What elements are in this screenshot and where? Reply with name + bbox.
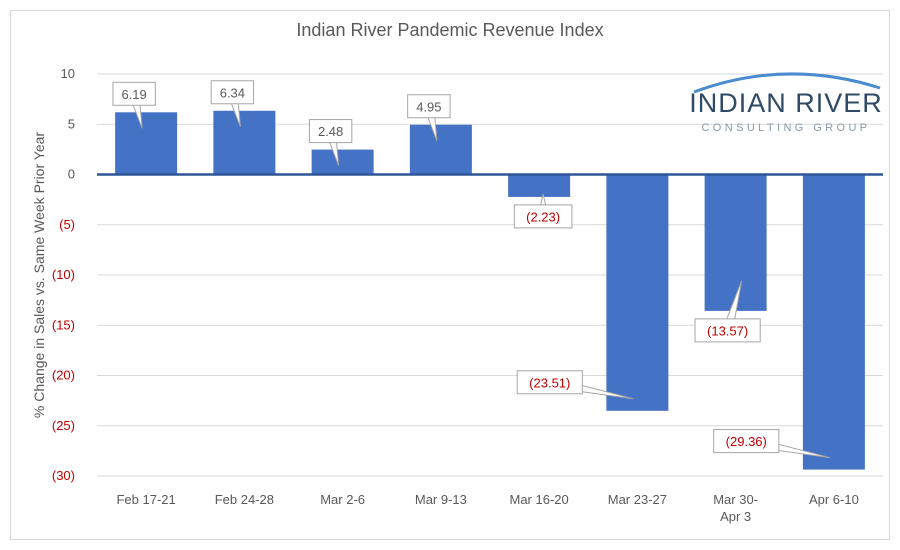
data-label-box [407,94,451,119]
y-tick-label: (5) [59,217,75,232]
data-label: 2.48 [318,124,343,139]
data-label-box [308,119,353,144]
x-tick-label: Mar 23-27 [608,492,667,507]
data-label-box [694,318,761,343]
logo-name: INDIAN RIVER [689,88,883,118]
chart-title: Indian River Pandemic Revenue Index [296,20,604,40]
data-label: 4.95 [416,99,441,114]
logo-arc-icon [693,72,881,94]
bar [704,174,767,311]
x-tick-label: Apr 3 [720,509,751,524]
data-label-box [713,429,780,454]
y-tick-label: (10) [52,267,75,282]
bar [802,174,865,470]
data-label: 6.19 [121,87,146,102]
bar [213,110,276,175]
x-tick-label: Apr 6-10 [809,492,859,507]
indian-river-logo: INDIAN RIVER CONSULTING GROUP [688,66,884,140]
y-tick-label: (30) [52,468,75,483]
data-label: (13.57) [707,323,748,338]
data-label: (2.23) [526,209,560,224]
x-tick-label: Mar 16-20 [510,492,569,507]
bar [115,112,178,175]
data-label-box [210,80,255,105]
y-tick-label: 0 [68,167,75,182]
bar [508,174,571,197]
data-label-box [516,370,583,395]
bar [409,124,472,175]
data-label: (29.36) [726,434,767,449]
y-tick-label: 10 [61,66,75,81]
y-tick-label: 5 [68,116,75,131]
x-tick-label: Feb 17-21 [116,492,175,507]
y-tick-label: (25) [52,418,75,433]
logo-tagline: CONSULTING GROUP [701,122,871,134]
data-label: 6.34 [220,85,245,100]
x-tick-label: Mar 9-13 [415,492,467,507]
data-label: (23.51) [529,375,570,390]
y-tick-label: (20) [52,368,75,383]
data-label-box [112,81,156,106]
bar [311,149,374,175]
bar [606,174,669,411]
data-label-box [513,204,573,229]
x-tick-label: Mar 2-6 [320,492,365,507]
y-tick-label: (15) [52,317,75,332]
x-tick-label: Feb 24-28 [215,492,274,507]
x-tick-label: Mar 30- [713,492,758,507]
